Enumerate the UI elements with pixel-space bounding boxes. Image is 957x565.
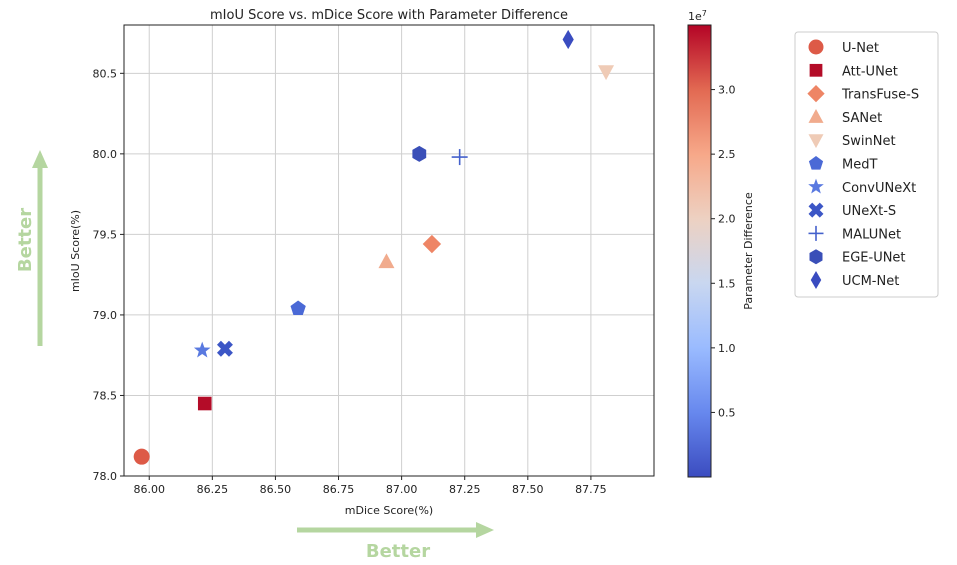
better-y-arrow-head [32,150,48,168]
x-tick-label: 86.25 [197,483,229,496]
y-tick-label: 78.5 [93,389,118,402]
colorbar-exponent: 1e7 [688,9,707,24]
y-tick-label: 79.0 [93,309,118,322]
y-axis-ticks: 78.0 78.5 79.0 79.5 80.0 80.5 [93,67,124,483]
legend-marker-malunet [808,225,824,241]
legend-label-medt: MedT [842,158,877,173]
colorbar-label: Parameter Difference [742,192,755,310]
y-tick-label: 80.5 [93,67,118,80]
legend-marker-att-unet [809,63,823,77]
legend-marker-swinnet [808,134,824,149]
legend-label-u-net: U-Net [842,41,879,56]
legend-box [794,31,939,298]
point-swinnet [598,65,615,81]
legend-label-ucm-net: UCM-Net [842,274,899,289]
colorbar-tick-label: 3.0 [718,84,736,97]
chart-title: mIoU Score vs. mDice Score with Paramete… [210,8,568,23]
legend-marker-sanet [808,109,824,123]
legend-marker-transfuse-s [807,84,825,103]
point-transfuse-s [422,234,442,254]
point-sanet [378,253,395,269]
legend-label-ege-unet: EGE-UNet [842,251,906,266]
colorbar-ticks: 0.5 1.0 1.5 2.0 2.5 3.0 [711,84,736,419]
legend-label-unext-s: UNeXt-S [842,204,896,219]
point-unext-s [216,340,233,357]
point-unext-s-stroke [216,340,233,357]
better-y-arrow [32,150,48,346]
y-axis-label: mIoU Score(%) [69,210,82,292]
legend-marker-u-net [808,39,824,55]
colorbar-tick-label: 2.0 [718,213,736,226]
x-tick-label: 86.00 [133,483,165,496]
grid-lines [124,25,654,477]
colorbar-tick-label: 1.5 [718,277,736,290]
point-malunet [451,149,468,166]
colorbar-tick-label: 1.0 [718,342,736,355]
legend-label-malunet: MALUNet [842,227,901,242]
data-points [133,29,615,465]
y-tick-label: 79.5 [93,228,118,241]
colorbar-tick-label: 2.5 [718,148,736,161]
legend-marker-convunext [808,178,824,194]
legend-marker-ucm-net [810,271,822,289]
better-x-arrow [297,522,494,538]
point-medt [290,300,306,315]
colorbar-tick-label: 0.5 [718,406,736,419]
point-att-unet [197,396,212,411]
legend-marker-ege-unet [809,249,823,265]
point-ege-unet [412,145,427,162]
better-x-label: Better [366,541,430,562]
x-tick-label: 87.50 [512,483,544,496]
better-y-label: Better [15,208,36,272]
y-tick-label: 78.0 [93,470,118,483]
legend-marker-unext-s [808,202,824,218]
legend-label-convunext: ConvUNeXt [842,181,916,196]
legend-label-att-unet: Att-UNet [842,64,898,79]
point-u-net [133,448,150,465]
y-tick-label: 80.0 [93,148,118,161]
x-tick-label: 87.25 [449,483,481,496]
colorbar [687,24,712,478]
point-convunext [193,341,211,358]
x-axis-ticks: 86.00 86.25 86.50 86.75 87.00 87.25 87.50 87.75 [133,476,607,496]
legend-label-sanet: SANet [842,111,882,126]
x-axis-label: mDice Score(%) [345,504,433,517]
better-x-arrow-head [476,522,494,538]
x-tick-label: 87.75 [575,483,607,496]
legend: U-Net Att-UNet TransFuse-S SANet SwinNet MedT… [807,39,919,289]
legend-marker-unext-s-stroke [808,202,824,218]
x-tick-label: 86.50 [260,483,292,496]
legend-label-swinnet: SwinNet [842,134,896,149]
point-ucm-net [562,29,574,50]
x-tick-label: 86.75 [323,483,355,496]
legend-label-transfuse-s: TransFuse-S [841,88,919,103]
legend-marker-medt [808,156,824,170]
x-tick-label: 87.00 [386,483,418,496]
plot-frame [123,24,655,477]
